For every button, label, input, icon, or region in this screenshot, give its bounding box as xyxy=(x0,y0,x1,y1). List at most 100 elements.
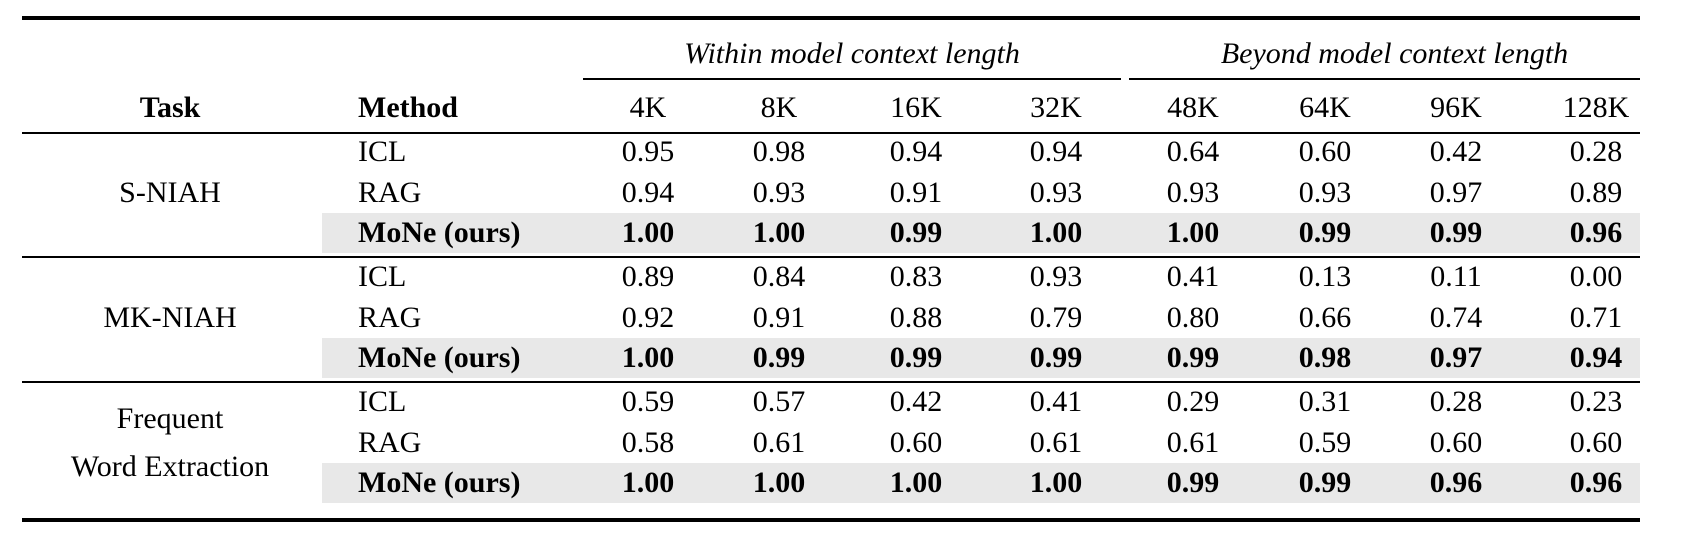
cell: 0.41 xyxy=(1029,385,1083,418)
cell: 0.31 xyxy=(1298,385,1352,418)
task-label: Word Extraction xyxy=(70,449,270,483)
cell: 0.29 xyxy=(1166,385,1220,418)
cell: 1.00 xyxy=(1166,216,1220,249)
cell: 0.96 xyxy=(1569,466,1623,499)
cell: 0.57 xyxy=(752,385,806,418)
header-method: Method xyxy=(358,91,458,124)
column-group: Within model context length xyxy=(684,37,1020,70)
task-label: Frequent xyxy=(116,401,224,435)
method-label: RAG xyxy=(358,300,422,334)
header-column: 4K xyxy=(629,91,667,124)
cell: 0.99 xyxy=(889,216,943,249)
section-rule xyxy=(22,256,1640,258)
cell: 1.00 xyxy=(621,341,675,374)
cell: 1.00 xyxy=(752,216,806,249)
header-column: 8K xyxy=(760,91,798,124)
cell: 0.71 xyxy=(1569,300,1623,334)
cell: 0.66 xyxy=(1298,300,1352,334)
cell: 0.59 xyxy=(621,385,675,418)
cell: 0.97 xyxy=(1429,175,1483,209)
cell: 0.96 xyxy=(1429,466,1483,499)
task-label: S-NIAH xyxy=(119,175,221,209)
cell: 0.96 xyxy=(1569,216,1623,249)
cell: 0.61 xyxy=(1166,425,1220,459)
cell: 0.60 xyxy=(889,425,943,459)
cell: 0.42 xyxy=(889,385,943,418)
cell: 0.99 xyxy=(752,341,806,374)
cell: 0.98 xyxy=(1298,341,1352,374)
cell: 0.41 xyxy=(1166,260,1220,293)
cell: 0.97 xyxy=(1429,341,1483,374)
cell: 0.89 xyxy=(1569,175,1623,209)
column-group: Beyond model context length xyxy=(1220,37,1569,70)
top-rule xyxy=(22,16,1640,20)
cell: 0.59 xyxy=(1298,425,1352,459)
cell: 0.99 xyxy=(1429,216,1483,249)
cell: 0.95 xyxy=(621,135,675,168)
bottom-rule xyxy=(22,518,1640,522)
header-column: 128K xyxy=(1562,91,1630,124)
header-column: 48K xyxy=(1167,91,1219,124)
method-label: RAG xyxy=(358,175,422,209)
method-label: ICL xyxy=(358,135,407,168)
cell: 0.28 xyxy=(1429,385,1483,418)
cell: 0.89 xyxy=(621,260,675,293)
cell: 1.00 xyxy=(889,466,943,499)
cell: 1.00 xyxy=(752,466,806,499)
method-label: RAG xyxy=(358,425,422,459)
highlight-band xyxy=(322,463,1640,503)
cell: 0.93 xyxy=(1166,175,1220,209)
cell: 0.94 xyxy=(889,135,943,168)
cell: 0.64 xyxy=(1166,135,1220,168)
highlight-band xyxy=(322,213,1640,253)
cell: 0.28 xyxy=(1569,135,1623,168)
cell: 0.84 xyxy=(752,260,806,293)
method-label: MoNe (ours) xyxy=(358,216,521,249)
cell: 0.42 xyxy=(1429,135,1483,168)
cell: 0.94 xyxy=(621,175,675,209)
cell: 0.11 xyxy=(1430,260,1482,293)
group-rule xyxy=(1128,78,1640,80)
header-rule xyxy=(22,132,1640,134)
header-column: 64K xyxy=(1299,91,1351,124)
cell: 0.99 xyxy=(889,341,943,374)
header-column: 16K xyxy=(890,91,942,124)
cell: 1.00 xyxy=(621,466,675,499)
header-task: Task xyxy=(139,91,201,124)
cell: 0.13 xyxy=(1298,260,1352,293)
cell: 1.00 xyxy=(621,216,675,249)
cell: 0.94 xyxy=(1569,341,1623,374)
cell: 0.93 xyxy=(752,175,806,209)
cell: 0.83 xyxy=(889,260,943,293)
cell: 0.61 xyxy=(1029,425,1083,459)
section-rule xyxy=(22,381,1640,383)
cell: 0.93 xyxy=(1298,175,1352,209)
cell: 0.60 xyxy=(1429,425,1483,459)
cell: 0.88 xyxy=(889,300,943,334)
highlight-band xyxy=(322,338,1640,378)
cell: 0.00 xyxy=(1569,260,1623,293)
cell: 0.99 xyxy=(1298,466,1352,499)
cell: 0.60 xyxy=(1569,425,1623,459)
cell: 0.58 xyxy=(621,425,675,459)
cell: 0.79 xyxy=(1029,300,1083,334)
cell: 0.91 xyxy=(752,300,806,334)
cell: 1.00 xyxy=(1029,216,1083,249)
cell: 0.74 xyxy=(1429,300,1483,334)
cell: 0.92 xyxy=(621,300,675,334)
header-column: 96K xyxy=(1430,91,1482,124)
cell: 0.61 xyxy=(752,425,806,459)
cell: 0.80 xyxy=(1166,300,1220,334)
cell: 0.98 xyxy=(752,135,806,168)
method-label: MoNe (ours) xyxy=(358,466,521,499)
cell: 0.93 xyxy=(1029,175,1083,209)
header-column: 32K xyxy=(1030,91,1082,124)
method-label: ICL xyxy=(358,260,407,293)
method-label: ICL xyxy=(358,385,407,418)
cell: 0.99 xyxy=(1029,341,1083,374)
method-label: MoNe (ours) xyxy=(358,341,521,374)
group-rule xyxy=(583,78,1121,80)
cell: 0.94 xyxy=(1029,135,1083,168)
cell: 1.00 xyxy=(1029,466,1083,499)
